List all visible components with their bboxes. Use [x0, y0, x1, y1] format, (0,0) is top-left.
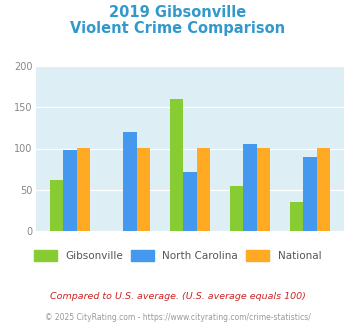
Text: © 2025 CityRating.com - https://www.cityrating.com/crime-statistics/: © 2025 CityRating.com - https://www.city… [45, 314, 310, 322]
Bar [170, 99, 183, 231]
Bar [257, 148, 270, 231]
Bar [137, 148, 150, 231]
Text: 2019 Gibsonville: 2019 Gibsonville [109, 5, 246, 20]
Bar [303, 157, 317, 231]
Bar [77, 148, 90, 231]
Bar [290, 202, 303, 231]
Bar [183, 172, 197, 231]
Bar [230, 185, 243, 231]
Bar [197, 148, 210, 231]
Bar [50, 180, 63, 231]
Bar [63, 150, 77, 231]
Text: Violent Crime Comparison: Violent Crime Comparison [70, 21, 285, 36]
Bar [243, 145, 257, 231]
Bar [123, 132, 137, 231]
Bar [317, 148, 330, 231]
Legend: Gibsonville, North Carolina, National: Gibsonville, North Carolina, National [29, 246, 326, 265]
Text: Compared to U.S. average. (U.S. average equals 100): Compared to U.S. average. (U.S. average … [50, 292, 305, 301]
